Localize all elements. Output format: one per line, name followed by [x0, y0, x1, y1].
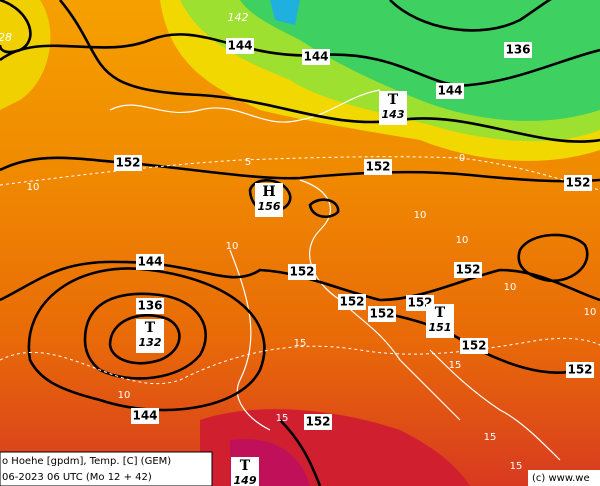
copyright: (c) www.we	[532, 473, 590, 484]
center-value: 149	[234, 474, 257, 486]
center-value: 156	[258, 200, 281, 213]
temperature-label: 15	[510, 461, 523, 472]
height-label: 152	[565, 176, 590, 190]
center-symbol: T	[240, 458, 251, 474]
coastlines	[109, 89, 561, 461]
temperature-label: 10	[584, 307, 597, 318]
center-box	[231, 457, 259, 486]
height-label: 144	[437, 84, 462, 98]
height-label: 136	[505, 43, 530, 57]
center-box	[136, 319, 164, 353]
temperature-label: 0	[459, 153, 465, 164]
center-symbol: T	[145, 320, 156, 336]
label-box	[368, 306, 396, 322]
height-label: 144	[303, 50, 328, 64]
label-box	[504, 42, 532, 58]
temperature-label: 15	[449, 360, 462, 371]
height-label: 152	[289, 265, 314, 279]
center-box	[379, 91, 407, 125]
center-box	[426, 304, 454, 338]
height-label: 152	[567, 363, 592, 377]
height-label: 152	[461, 339, 486, 353]
temperature-label: 15	[276, 413, 289, 424]
height-label: 152	[365, 160, 390, 174]
label-box	[566, 362, 594, 378]
temperature-label: 10	[118, 390, 131, 401]
label-box	[564, 175, 592, 191]
yellow-west	[0, 0, 51, 110]
temperature-label: 10	[27, 182, 40, 193]
temperature-label: 10	[504, 282, 517, 293]
label-box	[436, 83, 464, 99]
center-value: 143	[382, 108, 405, 121]
center-box	[255, 183, 283, 217]
label-box	[226, 38, 254, 54]
temperature-label: 10	[456, 235, 469, 246]
height-label: 152	[369, 307, 394, 321]
temperature-label: 15	[294, 338, 307, 349]
height-label: 152	[339, 295, 364, 309]
label-box	[460, 338, 488, 354]
green-zone	[240, 0, 600, 121]
caption-line: o Hoehe [gpdm], Temp. [C] (GEM)	[2, 456, 171, 467]
center-value: 151	[429, 321, 452, 334]
center-symbol: T	[388, 92, 399, 108]
center-value: 132	[139, 336, 162, 349]
label-box	[364, 159, 392, 175]
label-box	[114, 155, 142, 171]
height-label: 152	[305, 415, 330, 429]
label-box	[304, 414, 332, 430]
copyright-box	[528, 470, 600, 486]
temperature-isotherms	[0, 156, 600, 385]
height-label: 144	[137, 255, 162, 269]
label-box	[454, 262, 482, 278]
temperature-label: 15	[484, 432, 497, 443]
temperature-label: 5	[245, 157, 251, 168]
label-box	[131, 408, 159, 424]
small-label: 28	[0, 31, 12, 44]
cyan-patch	[270, 0, 300, 25]
caption-box	[0, 451, 213, 486]
center-symbol: H	[262, 184, 275, 200]
height-label: 144	[132, 409, 157, 423]
small-label: 142	[228, 11, 249, 24]
height-label: 136	[137, 299, 162, 313]
label-box	[136, 298, 164, 314]
temperature-label: 10	[226, 241, 239, 252]
center-symbol: T	[435, 305, 446, 321]
label-box	[136, 254, 164, 270]
label-box	[338, 294, 366, 310]
height-label: 152	[455, 263, 480, 277]
caption: o Hoehe [gpdm], Temp. [C] (GEM) 06-2023 …	[0, 451, 213, 486]
caption-line: 06-2023 06 UTC (Mo 12 + 42)	[2, 472, 152, 483]
temperature-label: 10	[414, 210, 427, 221]
label-box	[302, 49, 330, 65]
height-label: 152	[115, 156, 140, 170]
label-box	[288, 264, 316, 280]
height-label: 144	[227, 39, 252, 53]
